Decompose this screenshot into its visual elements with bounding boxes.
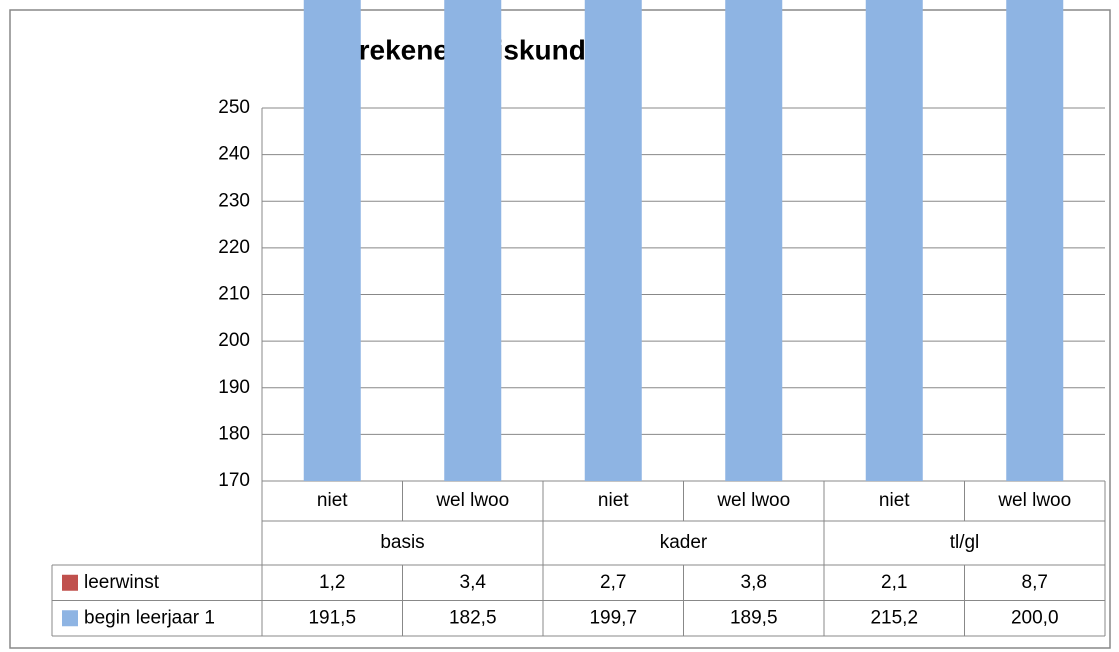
table-value: 3,4 — [460, 572, 487, 593]
y-tick-label: 240 — [218, 144, 250, 165]
legend-label: leerwinst — [84, 572, 160, 593]
y-tick-label: 210 — [218, 284, 250, 305]
group-label: tl/gl — [950, 532, 980, 553]
x-tick-label: niet — [598, 490, 629, 511]
table-value: 200,0 — [1011, 607, 1059, 628]
bar-segment — [1006, 0, 1064, 481]
x-tick-label: wel lwoo — [716, 490, 790, 511]
table-value: 8,7 — [1022, 572, 1048, 593]
group-label: basis — [380, 532, 424, 553]
table-value: 182,5 — [449, 607, 497, 628]
table-value: 1,2 — [319, 572, 345, 593]
x-tick-label: wel lwoo — [997, 490, 1071, 511]
legend-key — [62, 610, 78, 627]
chart-border — [9, 9, 1111, 649]
legend-key — [62, 574, 78, 591]
y-tick-label: 200 — [218, 330, 250, 351]
bar-segment — [303, 0, 361, 482]
x-tick-label: wel lwoo — [435, 490, 509, 511]
table-value: 3,8 — [741, 572, 767, 593]
group-label: kader — [660, 532, 708, 553]
x-tick-label: niet — [317, 490, 348, 511]
table-value: 191,5 — [308, 607, 356, 628]
y-tick-label: 230 — [218, 190, 250, 211]
table-value: 2,1 — [881, 572, 907, 593]
x-tick-label: niet — [879, 490, 910, 511]
table-value: 2,7 — [600, 572, 626, 593]
y-tick-label: 170 — [218, 470, 250, 491]
bar-segment — [865, 0, 923, 481]
bar-segment — [725, 0, 783, 481]
table-value: 215,2 — [870, 607, 918, 628]
bar-segment — [444, 0, 502, 481]
y-tick-label: 180 — [218, 423, 250, 444]
table-value: 189,5 — [730, 607, 778, 628]
bar-segment — [584, 0, 642, 481]
table-value: 199,7 — [589, 607, 637, 628]
y-tick-label: 250 — [218, 97, 250, 118]
y-tick-label: 220 — [218, 237, 250, 258]
y-tick-label: 190 — [218, 377, 250, 398]
legend-label: begin leerjaar 1 — [84, 607, 215, 628]
